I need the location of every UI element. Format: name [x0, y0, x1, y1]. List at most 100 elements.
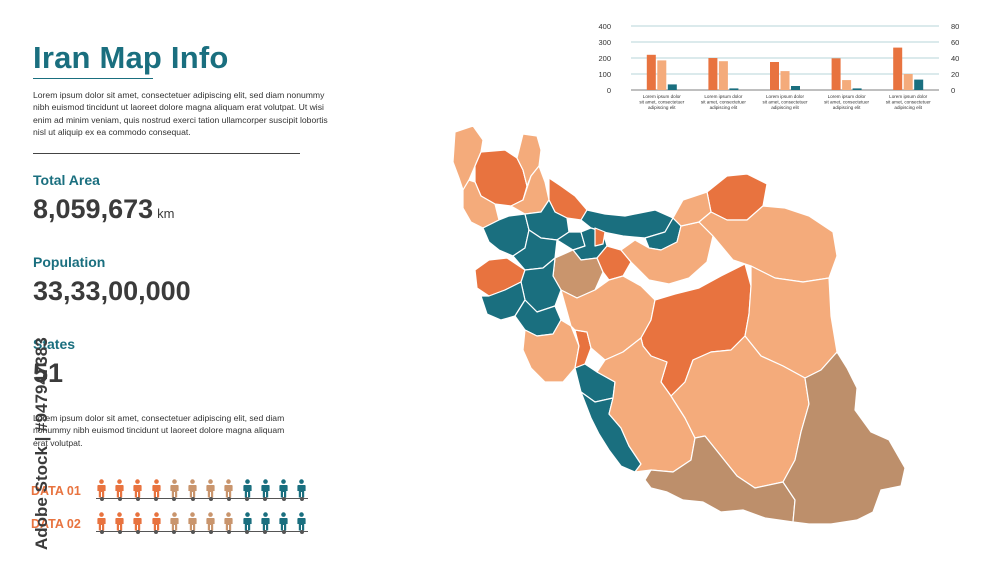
person-icon [188, 479, 197, 501]
bar-series-1 [770, 62, 779, 90]
axis-dot [135, 497, 140, 501]
person-icon [97, 479, 106, 501]
province-hormozgan[interactable] [644, 435, 796, 523]
axis-dot [99, 497, 104, 501]
category-label: Lorem ipsum dolor [704, 94, 743, 99]
category-label: adipiscing elit [833, 105, 861, 110]
bar-series-1 [708, 58, 718, 90]
intro-paragraph: Lorem ipsum dolor sit amet, consectetuer… [33, 90, 328, 138]
province-qom[interactable] [596, 245, 632, 281]
axis-dot [117, 530, 122, 534]
person-icon [242, 512, 252, 534]
person-icon [224, 512, 233, 534]
right-tick-label: 60 [951, 38, 959, 47]
states-label: States [33, 336, 76, 352]
province-northwest-light[interactable] [452, 125, 484, 191]
person-icon [115, 512, 124, 534]
category-label: sit amet, consectetuer [701, 100, 746, 105]
person-icon [242, 479, 252, 501]
iran-map [452, 125, 906, 525]
axis-dot [299, 497, 304, 501]
person-icon [133, 512, 142, 534]
person-figure-shape [133, 512, 142, 531]
person-figure-shape [188, 512, 197, 531]
person-figure-shape [224, 512, 233, 531]
category-label: Lorem ipsum dolor [766, 94, 805, 99]
intro-divider [33, 153, 300, 154]
axis-dot [281, 497, 286, 501]
population-value: 33,33,00,000 [33, 276, 191, 306]
watermark-text: Adobe Stock | #947947383 [32, 337, 51, 550]
data-row-2-label: DATA 02 [31, 517, 81, 531]
total-area-value-group: 8,059,673 km [33, 194, 174, 225]
total-area-label: Total Area [33, 172, 100, 188]
axis-dot [226, 497, 231, 501]
person-icon [261, 479, 270, 501]
right-tick-label: 80 [951, 22, 959, 31]
bar-series-2 [718, 61, 728, 90]
category-label: Lorem ipsum dolor [643, 94, 682, 99]
category-label: adipiscing elit [894, 105, 922, 110]
person-icon [188, 512, 197, 534]
person-icon [261, 512, 270, 534]
bar-series-3 [791, 86, 800, 90]
left-tick-label: 100 [598, 70, 611, 79]
person-icon [206, 479, 215, 501]
person-figure-shape [297, 512, 306, 531]
person-figure-shape [115, 512, 124, 531]
bar-series-3 [667, 84, 677, 90]
province-sistan-baluchestan[interactable] [782, 351, 906, 525]
bar-chart: 0 100 200 300 400 0 20 40 60 80 Lorem ipsum dolor… [598, 22, 959, 110]
person-figure-shape [115, 479, 124, 498]
bar-series-2 [780, 71, 790, 90]
bar-series-2 [657, 60, 667, 90]
person-figure-shape [206, 512, 215, 531]
person-icon [279, 512, 288, 534]
axis-dot [208, 530, 213, 534]
left-tick-label: 400 [598, 22, 611, 31]
province-semnan-small[interactable] [594, 227, 606, 247]
watermark: Adobe Stock | #947947383 [2, 315, 51, 550]
category-label: sit amet, consectetuer [824, 100, 869, 105]
category-label: sit amet, consectetuer [763, 100, 808, 105]
category-label: Lorem ipsum dolor [889, 94, 928, 99]
bar-series-1 [646, 54, 656, 90]
person-icon [170, 479, 179, 501]
states-value: 51 [33, 358, 64, 388]
person-figure-shape [97, 512, 106, 531]
category-label: adipiscing elit [648, 105, 676, 110]
page-title: Iran Map Info [33, 40, 229, 75]
axis-dot [154, 497, 159, 501]
person-icon [151, 479, 161, 501]
bar-series-1 [831, 58, 841, 90]
person-figure-shape [297, 479, 306, 498]
category-label: sit amet, consectetuer [886, 100, 931, 105]
axis-dot [245, 497, 250, 501]
data-row-axis [96, 498, 308, 499]
population-label: Population [33, 254, 106, 270]
category-label: sit amet, consectetuer [639, 100, 684, 105]
axis-dot [172, 497, 177, 501]
axis-dot [245, 530, 250, 534]
province-west-azerbaijan-south[interactable] [462, 179, 500, 229]
data-row-2-figures [96, 512, 308, 534]
person-figure-shape [242, 479, 252, 498]
person-icon [297, 512, 306, 534]
person-icon [224, 479, 233, 501]
axis-dot [135, 530, 140, 534]
province-razavi-khorasan[interactable] [698, 205, 838, 283]
left-tick-label: 200 [598, 54, 611, 63]
total-area-unit: km [157, 206, 175, 221]
person-icon [115, 479, 124, 501]
axis-dot [190, 497, 195, 501]
category-label: Lorem ipsum dolor [828, 94, 867, 99]
axis-dot [172, 530, 177, 534]
axis-dot [117, 497, 122, 501]
total-area-value: 8,059,673 [33, 194, 154, 224]
category-label: adipiscing elit [710, 105, 738, 110]
person-figure-shape [279, 512, 288, 531]
category-label: adipiscing elit [771, 105, 799, 110]
axis-dot [99, 530, 104, 534]
person-icon [133, 479, 142, 501]
person-icon [170, 512, 179, 534]
